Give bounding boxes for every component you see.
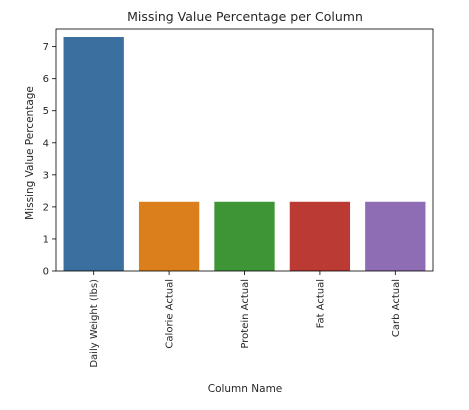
y-tick-label: 1 xyxy=(43,234,49,245)
y-tick-label: 2 xyxy=(43,202,49,213)
y-tick-label: 3 xyxy=(43,170,49,181)
x-tick-label: Calorie Actual xyxy=(165,279,176,349)
bar xyxy=(63,37,124,272)
y-tick-label: 7 xyxy=(43,42,49,53)
y-axis-label: Missing Value Percentage xyxy=(24,86,36,220)
bar xyxy=(214,201,275,271)
plot-frame xyxy=(55,28,434,272)
bars-group xyxy=(63,37,426,272)
y-tick-label: 6 xyxy=(43,74,49,85)
x-tick-label: Fat Actual xyxy=(315,279,326,328)
y-tick-label: 0 xyxy=(43,267,49,278)
y-tick-label: 4 xyxy=(43,138,49,149)
y-tick-label: 5 xyxy=(43,106,49,117)
bar xyxy=(289,201,351,271)
x-tick-label: Protein Actual xyxy=(240,279,251,349)
x-ticks-group: Daily Weight (lbs) Calorie Actual Protein … xyxy=(89,271,402,368)
y-ticks-group: 0 1 2 3 4 5 6 7 xyxy=(43,42,56,278)
bar xyxy=(138,201,200,271)
x-axis-label: Column Name xyxy=(208,383,283,395)
x-tick-label: Carb Actual xyxy=(391,279,402,337)
x-tick-label: Daily Weight (lbs) xyxy=(89,279,100,368)
bar xyxy=(365,201,426,271)
chart-title: Missing Value Percentage per Column xyxy=(127,9,363,24)
